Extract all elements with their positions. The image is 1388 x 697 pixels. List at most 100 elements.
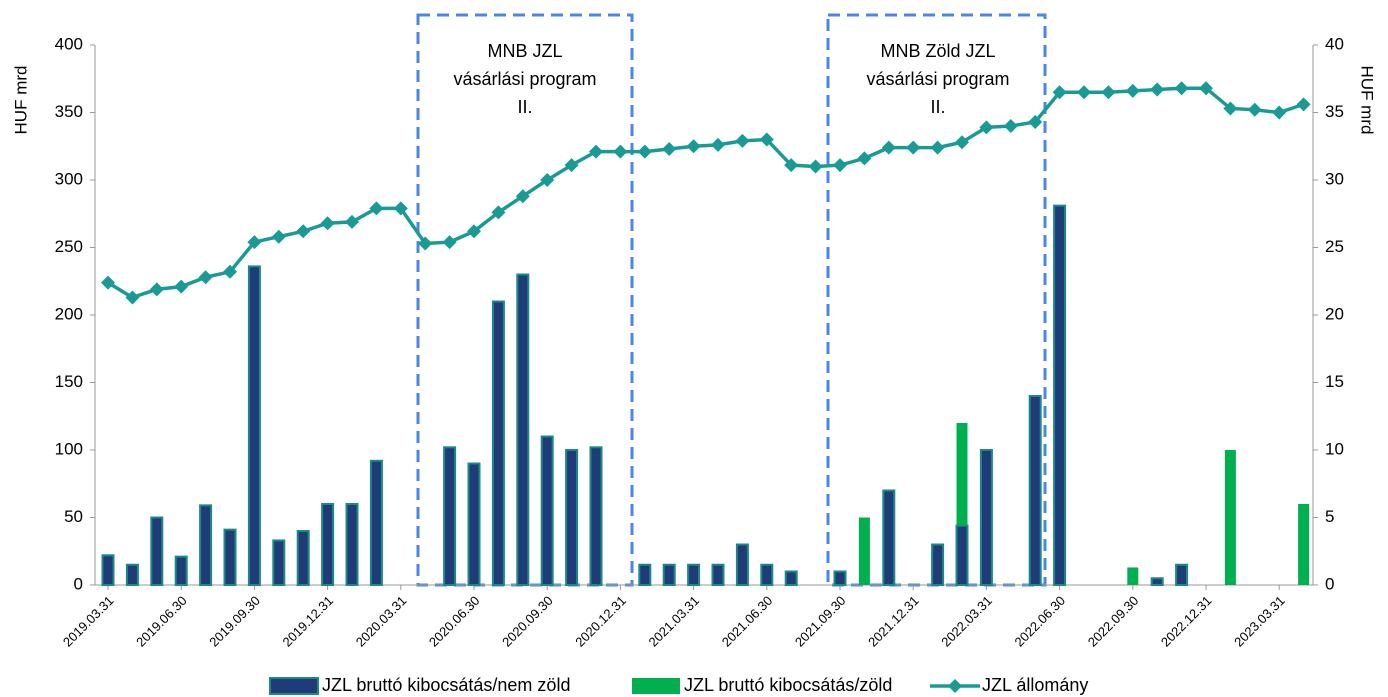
line-marker	[564, 158, 579, 173]
x-tick-label: 2019.03.31	[60, 593, 117, 650]
line-marker	[1052, 85, 1067, 100]
bar	[662, 563, 676, 586]
line-marker	[784, 158, 799, 173]
bar	[1150, 577, 1164, 586]
bar	[1175, 563, 1189, 586]
bar	[174, 555, 188, 587]
annotation: II.	[930, 97, 945, 117]
y2-tick-label: 30	[1325, 169, 1344, 188]
line-marker	[223, 264, 237, 279]
bar	[296, 530, 310, 586]
line-marker	[1272, 105, 1287, 120]
y-tick-label: 400	[55, 34, 83, 53]
line-marker	[247, 235, 262, 250]
bar	[272, 539, 286, 587]
bar	[760, 563, 774, 586]
line-marker	[1174, 81, 1189, 96]
line-marker	[906, 140, 921, 155]
bar	[150, 516, 164, 586]
line-marker	[174, 279, 189, 294]
y-tick-label: 300	[55, 169, 83, 188]
bar	[125, 563, 139, 586]
bar	[956, 423, 968, 526]
bar	[565, 449, 579, 586]
line-marker	[662, 141, 677, 156]
legend-swatch	[269, 677, 319, 695]
y-tick-label: 50	[64, 507, 83, 526]
y-tick-label: 350	[55, 102, 83, 121]
line-marker	[808, 159, 823, 174]
bar	[443, 446, 457, 586]
line-marker	[515, 189, 530, 204]
x-tick-label: 2021.06.30	[719, 593, 776, 650]
bar	[467, 462, 481, 586]
line-marker	[540, 173, 555, 187]
bar	[833, 570, 847, 586]
line-marker	[759, 132, 774, 147]
bar	[589, 446, 603, 586]
bar	[735, 543, 749, 586]
bar	[711, 563, 725, 586]
bar	[345, 503, 359, 586]
line-marker	[930, 140, 945, 155]
x-tick-label: 2022.06.30	[1012, 593, 1069, 650]
bar	[1053, 204, 1067, 586]
x-tick-label: 2021.09.30	[792, 593, 849, 650]
bar	[1298, 504, 1310, 585]
y2-tick-label: 15	[1325, 372, 1344, 391]
line-marker	[1150, 82, 1165, 97]
x-tick-label: 2022.12.31	[1158, 593, 1215, 650]
line-marker	[711, 137, 725, 152]
legend-label: JZL állomány	[982, 675, 1088, 695]
bar	[687, 563, 701, 586]
y-tick-label: 0	[74, 574, 83, 593]
line-marker	[345, 214, 359, 229]
line-marker	[686, 139, 701, 154]
bar	[979, 449, 993, 586]
line-marker	[1223, 101, 1238, 116]
legend-label: JZL bruttó kibocsátás/zöld	[684, 675, 892, 695]
bar	[638, 563, 652, 586]
line-marker	[637, 144, 652, 159]
y2-axis-label: HUF mrd	[1358, 66, 1377, 135]
line-marker	[393, 201, 408, 216]
y2-tick-label: 5	[1325, 507, 1334, 526]
bar	[1127, 567, 1139, 585]
annotation: vásárlási program	[453, 69, 596, 89]
y-tick-label: 250	[55, 237, 83, 256]
bar	[1224, 450, 1236, 585]
line-marker	[589, 144, 603, 159]
line-marker	[149, 282, 164, 297]
bar	[199, 504, 213, 587]
line-marker	[418, 236, 433, 251]
line-marker	[1247, 102, 1262, 117]
line-marker	[271, 229, 286, 244]
bar	[369, 459, 383, 586]
line-marker	[198, 270, 213, 285]
line-marker	[369, 201, 384, 216]
line-marker	[735, 133, 750, 148]
line-marker	[857, 151, 872, 166]
line-marker	[467, 224, 481, 239]
line-marker	[979, 120, 994, 135]
line-marker	[1028, 114, 1043, 129]
bar	[321, 503, 335, 586]
y2-tick-label: 35	[1325, 102, 1344, 121]
x-tick-label: 2020.06.30	[426, 593, 483, 650]
y2-tick-label: 10	[1325, 439, 1344, 458]
bar	[540, 435, 554, 586]
x-tick-label: 2022.09.30	[1085, 593, 1142, 650]
bar	[491, 300, 505, 586]
y-tick-label: 150	[55, 372, 83, 391]
line-marker	[1003, 119, 1018, 133]
y2-tick-label: 40	[1325, 34, 1344, 53]
x-tick-label: 2022.03.31	[938, 593, 995, 650]
x-tick-label: 2023.03.31	[1231, 593, 1288, 650]
line-marker	[442, 235, 457, 250]
x-tick-label: 2019.06.30	[133, 593, 190, 650]
x-tick-label: 2021.03.31	[646, 593, 703, 650]
annotation: II.	[517, 97, 532, 117]
y2-tick-label: 25	[1325, 237, 1344, 256]
